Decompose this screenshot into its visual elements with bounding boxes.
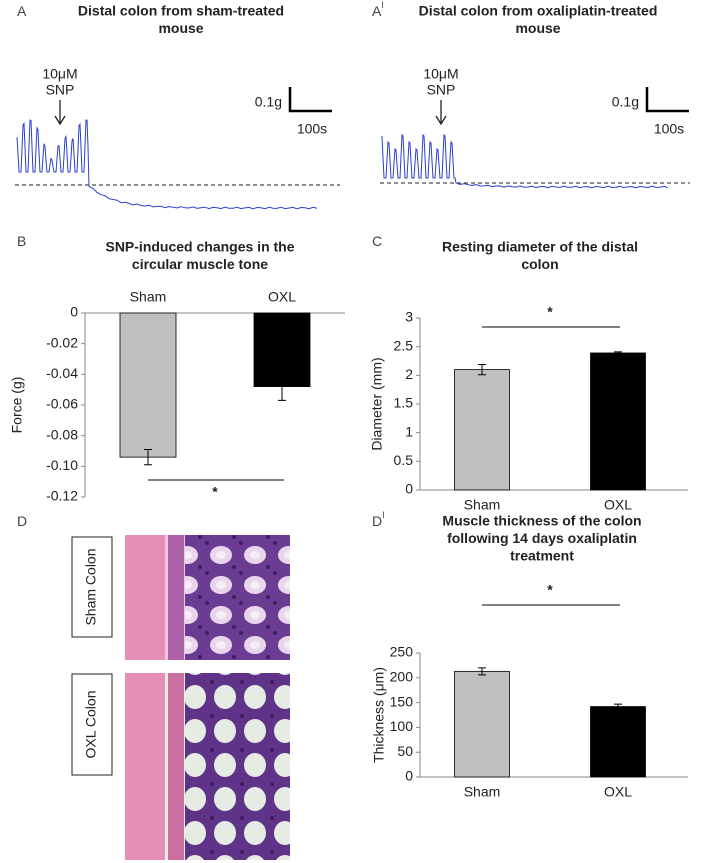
bar bbox=[590, 706, 646, 778]
chart-title: mouse bbox=[515, 20, 560, 36]
panel-superscript: I bbox=[382, 510, 385, 520]
panel-label: C bbox=[372, 233, 382, 249]
arrow bbox=[435, 100, 447, 126]
panel-letter: B bbox=[17, 233, 26, 249]
significance-marker: * bbox=[212, 484, 218, 500]
y-axis-label: Thickness (μm) bbox=[371, 667, 387, 763]
panel-label: B bbox=[17, 233, 26, 249]
arrow bbox=[54, 100, 66, 126]
x-tick-label: Sham bbox=[130, 289, 167, 305]
drug-label: SNP bbox=[46, 82, 75, 98]
chart-title: mouse bbox=[158, 20, 203, 36]
chart-title: Distal colon from sham-treated bbox=[78, 3, 284, 19]
y-tick-label: 1.5 bbox=[394, 395, 414, 411]
panel-letter: D bbox=[372, 513, 382, 529]
chart-title: Distal colon from oxaliplatin-treated bbox=[419, 3, 658, 19]
y-tick-label: 200 bbox=[390, 669, 414, 685]
y-tick-label: 150 bbox=[390, 693, 414, 709]
image-label: OXL Colon bbox=[83, 691, 99, 759]
y-tick-label: -0.02 bbox=[46, 334, 78, 350]
error-bar bbox=[614, 351, 622, 355]
x-tick-label: Sham bbox=[464, 497, 501, 513]
panel-letter: D bbox=[17, 513, 27, 529]
significance-marker: * bbox=[547, 582, 553, 598]
force-trace bbox=[16, 119, 318, 210]
x-tick-label: OXL bbox=[604, 497, 632, 513]
y-tick-label: 0.5 bbox=[394, 452, 414, 468]
y-tick-label: -0.04 bbox=[46, 365, 78, 381]
panel-superscript: I bbox=[381, 0, 384, 10]
y-tick-label: 100 bbox=[390, 718, 414, 734]
mucosa bbox=[185, 535, 290, 660]
chart-title: circular muscle tone bbox=[132, 256, 268, 272]
drug-label: 10μM bbox=[423, 66, 458, 82]
error-bar bbox=[614, 703, 622, 710]
y-tick-label: -0.06 bbox=[46, 396, 78, 412]
muscle-layer bbox=[125, 535, 165, 660]
y-tick-label: 0 bbox=[70, 304, 78, 320]
scale-bar bbox=[645, 87, 689, 113]
significance-marker: * bbox=[547, 304, 553, 320]
label-box bbox=[71, 673, 113, 776]
panel-letter: A bbox=[17, 3, 27, 19]
chart-title: SNP-induced changes in the bbox=[105, 239, 294, 255]
scale-time-label: 100s bbox=[297, 121, 327, 137]
y-tick-label: -0.08 bbox=[46, 426, 78, 442]
muscle-layer bbox=[125, 673, 165, 860]
chart-title: Muscle thickness of the colon bbox=[442, 513, 641, 529]
scale-time-label: 100s bbox=[654, 121, 684, 137]
image-label: Sham Colon bbox=[83, 548, 99, 625]
error-bar bbox=[278, 372, 286, 401]
y-tick-label: 0 bbox=[405, 481, 413, 497]
scale-bar bbox=[288, 87, 332, 113]
chart-title: colon bbox=[521, 256, 558, 272]
panel-label: D bbox=[17, 513, 27, 529]
drug-label: SNP bbox=[427, 82, 456, 98]
force-trace bbox=[381, 133, 669, 189]
error-bar bbox=[478, 363, 486, 376]
label-box bbox=[71, 536, 113, 638]
y-tick-label: -0.12 bbox=[46, 488, 78, 504]
bar bbox=[454, 369, 510, 491]
panel-letter: C bbox=[372, 233, 382, 249]
y-tick-label: -0.10 bbox=[46, 457, 78, 473]
x-tick-label: Sham bbox=[464, 784, 501, 800]
scale-force-label: 0.1g bbox=[612, 94, 639, 110]
chart-title: Resting diameter of the distal bbox=[442, 239, 638, 255]
y-tick-label: 3 bbox=[405, 309, 413, 325]
panel-label: DI bbox=[372, 510, 385, 528]
y-tick-label: 250 bbox=[390, 644, 414, 660]
y-tick-label: 1 bbox=[405, 423, 413, 439]
y-axis-label: Force (g) bbox=[9, 377, 25, 434]
bar bbox=[590, 352, 646, 491]
drug-label: 10μM bbox=[42, 66, 77, 82]
submucosa bbox=[168, 673, 184, 860]
y-tick-label: 2.5 bbox=[394, 337, 414, 353]
mucosa bbox=[185, 673, 290, 860]
error-bar bbox=[478, 667, 486, 676]
y-tick-label: 50 bbox=[397, 743, 413, 759]
x-tick-label: OXL bbox=[604, 784, 632, 800]
bar bbox=[119, 312, 177, 458]
error-bar bbox=[144, 448, 152, 466]
y-tick-label: 0 bbox=[405, 768, 413, 784]
panel-label: A bbox=[17, 3, 27, 19]
x-tick-label: OXL bbox=[268, 289, 296, 305]
panel-label: AI bbox=[372, 0, 384, 18]
chart-title: treatment bbox=[510, 548, 574, 564]
y-axis-label: Diameter (mm) bbox=[369, 357, 385, 450]
bar bbox=[454, 670, 510, 778]
chart-title: following 14 days oxaliplatin bbox=[447, 530, 637, 546]
panel-letter: A bbox=[372, 3, 382, 19]
y-tick-label: 2 bbox=[405, 366, 413, 382]
submucosa bbox=[168, 535, 184, 660]
scale-force-label: 0.1g bbox=[255, 94, 282, 110]
